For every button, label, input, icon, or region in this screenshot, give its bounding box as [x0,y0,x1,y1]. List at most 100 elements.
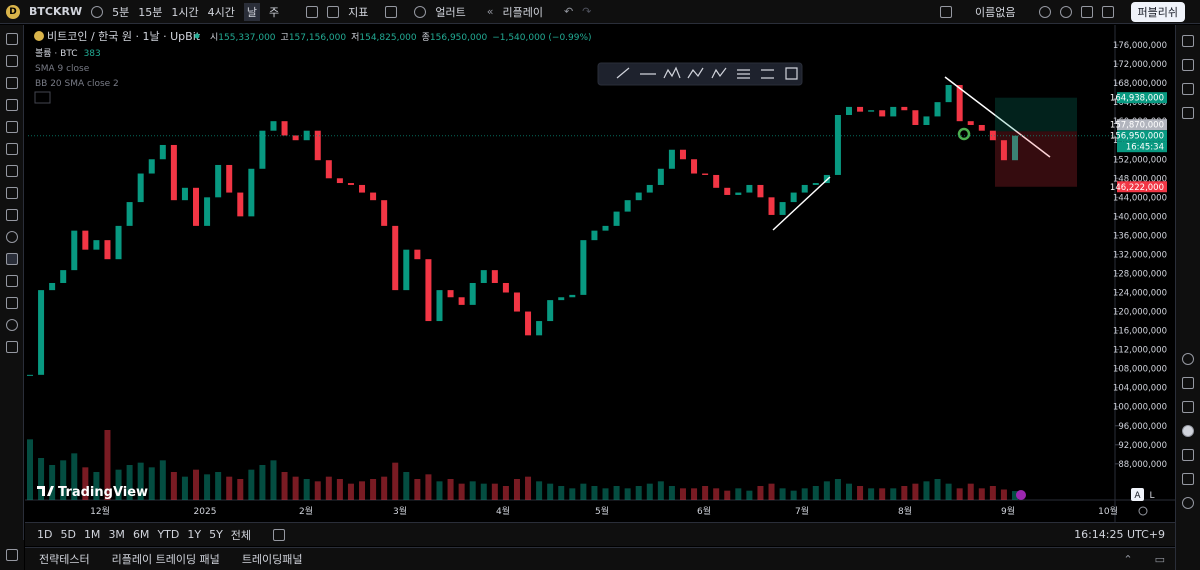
auto-scale-button[interactable] [1131,488,1144,501]
tool[interactable] [5,187,18,199]
apps[interactable] [1182,425,1194,437]
visibility[interactable] [5,319,18,331]
tab[interactable]: 리플레이 트레이딩 패널 [111,553,220,566]
indicator-icon[interactable] [327,5,340,18]
interval[interactable]: 주 [268,5,280,19]
collapse[interactable]: ⌃ [1123,552,1133,566]
volume-bar [757,486,764,500]
candle-body [558,297,565,301]
collapse-button[interactable] [34,91,51,104]
candle-body [137,173,144,203]
candle-body [857,106,864,112]
lock[interactable] [5,297,18,309]
indicator-label[interactable]: SMA 9 close [35,64,90,74]
interval-active[interactable]: 날 [243,2,260,21]
volume-bar [303,479,310,500]
tab[interactable]: 트레이딩패널 [241,553,303,566]
trend-line[interactable] [944,76,1051,158]
undo[interactable]: ↶ [563,5,574,18]
replay[interactable]: 리플레이 [502,5,543,19]
candle-body [170,144,177,201]
layout-checkbox[interactable] [940,5,953,18]
layers[interactable] [1182,83,1194,95]
delete[interactable] [5,341,18,353]
interval[interactable]: 4시간 [207,5,235,19]
clock[interactable]: 16:14:25 UTC+9 [1074,528,1165,541]
ohlc: 시155,337,000 고157,156,000 저154,825,000 종156… [210,32,592,43]
templates[interactable] [385,5,398,18]
go-to-date[interactable] [273,528,286,541]
volume-bar [370,479,377,500]
alert-icon[interactable] [1016,490,1026,500]
favorites[interactable] [6,549,18,561]
tool[interactable] [5,55,18,67]
range[interactable]: 5D [60,528,76,541]
avatar[interactable]: D [6,4,20,19]
ideas[interactable] [1182,377,1194,389]
volume-value: 383 [84,49,101,59]
tool[interactable] [5,99,18,111]
trend-line[interactable] [772,176,831,231]
y-tick-label: 144,000,000 [1113,193,1167,203]
range[interactable]: 전체 [230,528,252,542]
tool[interactable] [5,121,18,133]
target[interactable] [1182,353,1194,365]
toolbar-icons[interactable] [616,66,798,80]
search[interactable] [1038,5,1051,18]
x-tick-label: 8월 [898,505,912,517]
y-tick-label: 96,000,000 [1118,422,1167,432]
snapshot[interactable] [1101,5,1114,18]
calendar[interactable] [1182,401,1194,413]
watchlist[interactable] [1182,35,1194,47]
notifications[interactable] [1182,473,1194,485]
tool[interactable] [5,209,18,221]
help[interactable] [1182,497,1194,509]
feed[interactable] [1182,449,1194,461]
tool[interactable] [5,231,18,243]
alerts[interactable] [1182,59,1194,71]
settings-icon[interactable] [1138,506,1148,516]
log-scale-label[interactable]: L [1149,491,1154,501]
magnet[interactable] [5,253,18,265]
tool[interactable] [5,165,18,177]
layout-name[interactable]: 이름없음 [975,5,1016,19]
volume-bar [181,476,188,500]
tool[interactable] [5,275,18,287]
volume-bar [679,488,686,500]
candle-body [281,121,288,136]
chart-type[interactable] [306,5,319,18]
range[interactable]: 1Y [187,528,202,541]
indicator-label[interactable]: BB 20 SMA close 2 [35,79,119,89]
range[interactable]: 5Y [209,528,223,541]
interval[interactable]: 15분 [138,5,163,19]
interval[interactable]: 5분 [112,5,130,19]
alert-icon[interactable] [414,5,427,18]
marker-circle[interactable] [957,127,971,141]
range[interactable]: YTD [157,528,180,541]
volume-bar [270,460,277,500]
replay-icon[interactable]: « [486,5,494,18]
chat[interactable] [1182,107,1194,119]
range[interactable]: 3M [108,528,125,541]
tool[interactable] [5,143,18,155]
candle-body [779,202,786,215]
redo[interactable]: ↷ [582,5,592,18]
tool[interactable] [5,33,18,45]
symbol[interactable]: BTCKRW [29,5,83,18]
settings[interactable] [1059,5,1072,18]
tool[interactable] [5,77,18,89]
publish[interactable]: 퍼블리쉬 [1130,1,1185,22]
range[interactable]: 1D [37,528,53,541]
tab[interactable]: 전략테스터 [39,553,90,566]
maximize[interactable]: ▭ [1154,552,1165,566]
interval[interactable]: 1시간 [171,5,199,19]
fullscreen[interactable] [1080,5,1093,18]
compare-button[interactable] [91,5,104,18]
indicators[interactable]: 지표 [348,5,369,19]
range[interactable]: 1M [83,528,101,541]
candle-body [657,168,664,185]
auto-scale-label[interactable]: A [1134,491,1141,501]
range[interactable]: 6M [132,528,150,541]
symbol-icon [34,31,44,41]
alert[interactable]: 얼러트 [435,5,466,19]
